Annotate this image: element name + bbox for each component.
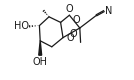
Text: O: O <box>66 4 74 14</box>
Polygon shape <box>39 41 42 55</box>
Text: O: O <box>73 15 80 25</box>
Text: O: O <box>66 33 74 43</box>
Text: OH: OH <box>33 57 48 67</box>
Text: N: N <box>105 6 112 16</box>
Text: HO: HO <box>14 21 29 31</box>
Text: O: O <box>70 29 77 39</box>
